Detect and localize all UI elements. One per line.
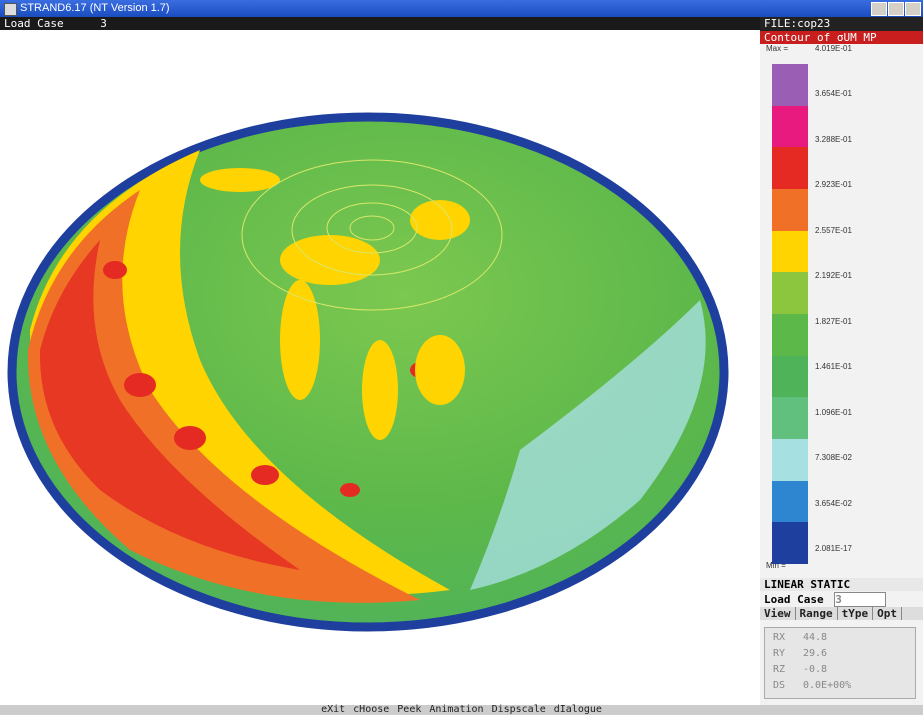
rotation-box: RX 44.8 RY 29.6 RZ -0.8 DS 0.0E+00% <box>764 627 916 699</box>
legend-swatch <box>772 397 808 439</box>
yellow-patches <box>200 168 470 440</box>
legend-label: 1.096E-01 <box>815 407 852 417</box>
analysis-type: LINEAR STATIC <box>760 578 923 591</box>
legend-label: 2.557E-01 <box>815 225 852 235</box>
rotation-value: 0.0E+00% <box>803 680 852 691</box>
legend-label: 3.288E-01 <box>815 134 852 144</box>
legend-label: 3.654E-02 <box>815 498 852 508</box>
contour-region <box>39 240 300 570</box>
rotation-label: RX <box>773 632 786 643</box>
window-title: STRAND6.17 (NT Version 1.7) <box>20 2 170 14</box>
load-case-label: Load Case <box>4 17 64 30</box>
legend-swatch <box>772 314 808 356</box>
legend-label: 1.827E-01 <box>815 316 852 326</box>
tab[interactable]: Opt <box>873 607 902 620</box>
load-case-field[interactable]: 3 <box>834 592 887 607</box>
rotation-label: DS <box>773 680 786 691</box>
file-name: FILE:cop23 <box>760 17 923 31</box>
menu-item[interactable]: cHoose <box>353 704 390 715</box>
menu-item[interactable]: Peek <box>397 704 422 715</box>
title-bar: STRAND6.17 (NT Version 1.7) <box>0 0 923 17</box>
load-case-label: Load Case <box>764 593 824 606</box>
legend-swatch <box>772 439 808 481</box>
bottom-menu: eXit cHoose Peek Animation Dispscale dIalogue <box>0 705 923 715</box>
menu-item[interactable]: eXit <box>321 704 346 715</box>
legend-label: 2.192E-01 <box>815 271 852 281</box>
contour-title: Contour of σUM MP <box>760 31 923 44</box>
tab[interactable]: tYpe <box>838 607 874 620</box>
legend-swatch <box>772 64 808 106</box>
tab[interactable]: Range <box>796 607 838 620</box>
rotation-label: RY <box>773 648 786 659</box>
load-case-value: 3 <box>100 17 107 30</box>
legend-label: 2.081E-17 <box>815 544 852 553</box>
menu-item[interactable]: Dispscale <box>491 704 546 715</box>
rotation-value: 44.8 <box>803 632 828 643</box>
app-icon <box>4 3 17 16</box>
rotation-value: 29.6 <box>803 648 828 659</box>
legend-swatch <box>772 189 808 231</box>
tab-bar: View Range tYpe Opt <box>760 607 923 620</box>
rotation-value: -0.8 <box>803 664 828 675</box>
min-label: Min = <box>766 561 786 570</box>
legend-swatch <box>772 147 808 189</box>
menu-item[interactable]: Animation <box>429 704 484 715</box>
rotation-label: RZ <box>773 664 786 675</box>
load-case: Load Case 3 <box>760 592 923 607</box>
legend-label: 3.654E-01 <box>815 89 852 99</box>
legend-swatch <box>772 230 808 273</box>
legend-swatch <box>772 480 808 523</box>
tab[interactable]: View <box>760 607 796 620</box>
legend-label: 1.461E-01 <box>815 362 852 372</box>
legend-swatch <box>772 355 808 398</box>
legend-label: 7.308E-02 <box>815 453 852 463</box>
window-buttons[interactable] <box>870 2 921 22</box>
legend-swatch <box>772 105 808 148</box>
legend-label: 2.923E-01 <box>815 180 852 190</box>
side-panel: FILE:cop23 Contour of σUM MP Max = Min =… <box>760 17 923 705</box>
max-label: Max = <box>766 44 789 53</box>
status-bar: Load Case 3 <box>0 17 760 30</box>
rings <box>241 159 503 311</box>
legend-label: 4.019E-01 <box>815 44 852 53</box>
menu-item[interactable]: dIalogue <box>553 704 602 715</box>
legend-swatch <box>772 522 808 564</box>
contour-region <box>470 300 706 590</box>
legend-swatch <box>772 272 808 314</box>
viewport <box>7 112 729 632</box>
